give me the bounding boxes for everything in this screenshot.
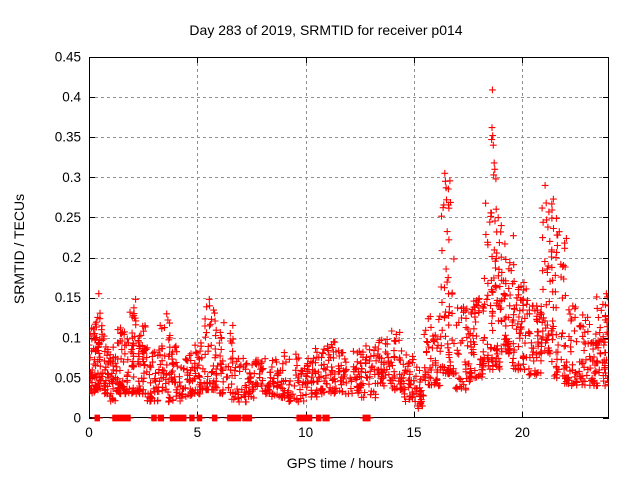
y-tick-label: 0.45 xyxy=(55,50,81,65)
x-tick-label: 10 xyxy=(298,425,313,440)
y-tick-label: 0.1 xyxy=(62,330,81,345)
x-tick-label: 20 xyxy=(515,425,530,440)
y-tick-label: 0.2 xyxy=(62,250,81,265)
data-point-markers xyxy=(268,349,293,402)
plot-frame xyxy=(89,57,609,418)
data-point-markers xyxy=(561,292,586,389)
outlier-point-markers xyxy=(95,86,561,412)
y-tick-label: 0.3 xyxy=(62,170,81,185)
data-point-markers xyxy=(284,350,308,406)
data-point-markers xyxy=(371,336,395,390)
data-point-markers xyxy=(509,279,534,374)
data-point-markers xyxy=(134,322,152,398)
data-point-markers xyxy=(466,295,488,382)
data-point-markers xyxy=(436,177,458,378)
x-tick-label: 15 xyxy=(406,425,421,440)
data-point-markers xyxy=(197,302,221,394)
data-point-markers xyxy=(186,339,206,398)
x-tick-label: 5 xyxy=(194,425,202,440)
zero-point-markers xyxy=(91,414,374,422)
y-tick-label: 0 xyxy=(73,411,81,426)
data-point-markers xyxy=(448,303,475,394)
data-point-markers xyxy=(357,342,379,402)
data-point-markers xyxy=(496,232,518,358)
zero-line-points xyxy=(91,414,374,422)
data-point-markers xyxy=(537,195,557,358)
data-point-markers xyxy=(165,342,185,406)
x-tick-label: 0 xyxy=(85,425,93,440)
data-point-markers xyxy=(212,319,237,398)
data-point-markers xyxy=(420,313,445,390)
data-point-markers xyxy=(154,310,174,396)
data-points xyxy=(89,177,609,410)
outlier-points xyxy=(95,86,561,412)
tick-labels: 0 5 10 15 20 0 0.05 0.1 0.15 0.2 0.25 0.3 0.35 0.4 0.4… xyxy=(55,50,530,441)
chart-title: Day 283 of 2019, SRMTID for receiver p01… xyxy=(189,22,463,38)
y-tick-label: 0.35 xyxy=(55,130,81,145)
x-axis-title: GPS time / hours xyxy=(286,455,394,471)
data-point-markers xyxy=(123,304,144,398)
data-point-markers xyxy=(401,351,421,405)
y-tick-label: 0.25 xyxy=(55,210,81,225)
data-point-markers xyxy=(591,290,609,390)
data-point-markers xyxy=(254,355,278,398)
data-point-markers xyxy=(479,199,506,373)
y-tick-label: 0.4 xyxy=(62,90,81,105)
data-point-markers xyxy=(114,324,133,398)
data-point-markers xyxy=(525,302,547,379)
data-point-markers xyxy=(576,311,601,389)
y-tick-label: 0.05 xyxy=(55,370,81,385)
data-point-markers xyxy=(91,309,107,394)
y-tick-label: 0.15 xyxy=(55,290,81,305)
data-point-markers xyxy=(311,342,337,398)
data-point-markers xyxy=(385,327,410,394)
